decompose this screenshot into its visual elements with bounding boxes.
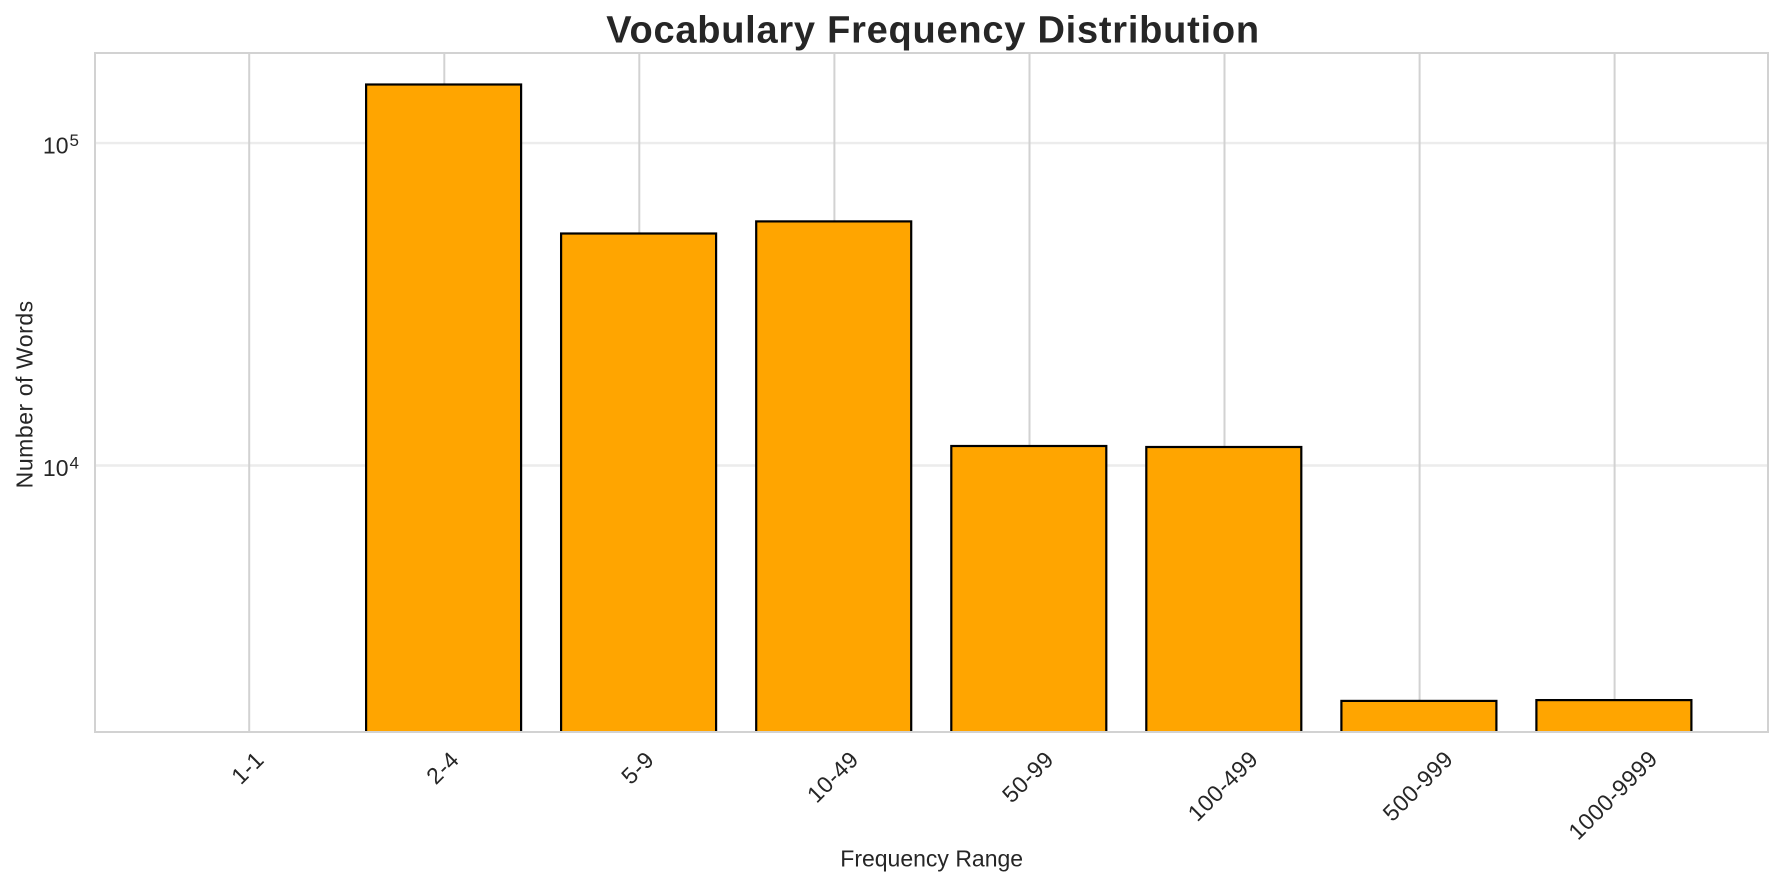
svg-text:Vocabulary Frequency Distribut: Vocabulary Frequency Distribution — [606, 9, 1260, 51]
svg-text:10: 10 — [43, 455, 69, 481]
svg-text:2-4: 2-4 — [421, 746, 464, 789]
svg-text:500-999: 500-999 — [1378, 746, 1459, 827]
svg-text:1000-9999: 1000-9999 — [1563, 745, 1662, 844]
svg-text:1-1: 1-1 — [226, 746, 269, 789]
svg-text:100-499: 100-499 — [1182, 746, 1263, 827]
svg-text:Frequency Range: Frequency Range — [840, 846, 1023, 872]
svg-text:5-9: 5-9 — [616, 746, 659, 789]
svg-text:5: 5 — [70, 131, 79, 150]
svg-text:Number of Words: Number of Words — [11, 300, 37, 488]
svg-text:4: 4 — [70, 453, 79, 472]
svg-text:10-49: 10-49 — [802, 746, 864, 808]
svg-text:10: 10 — [43, 133, 69, 159]
svg-text:50-99: 50-99 — [997, 746, 1059, 808]
